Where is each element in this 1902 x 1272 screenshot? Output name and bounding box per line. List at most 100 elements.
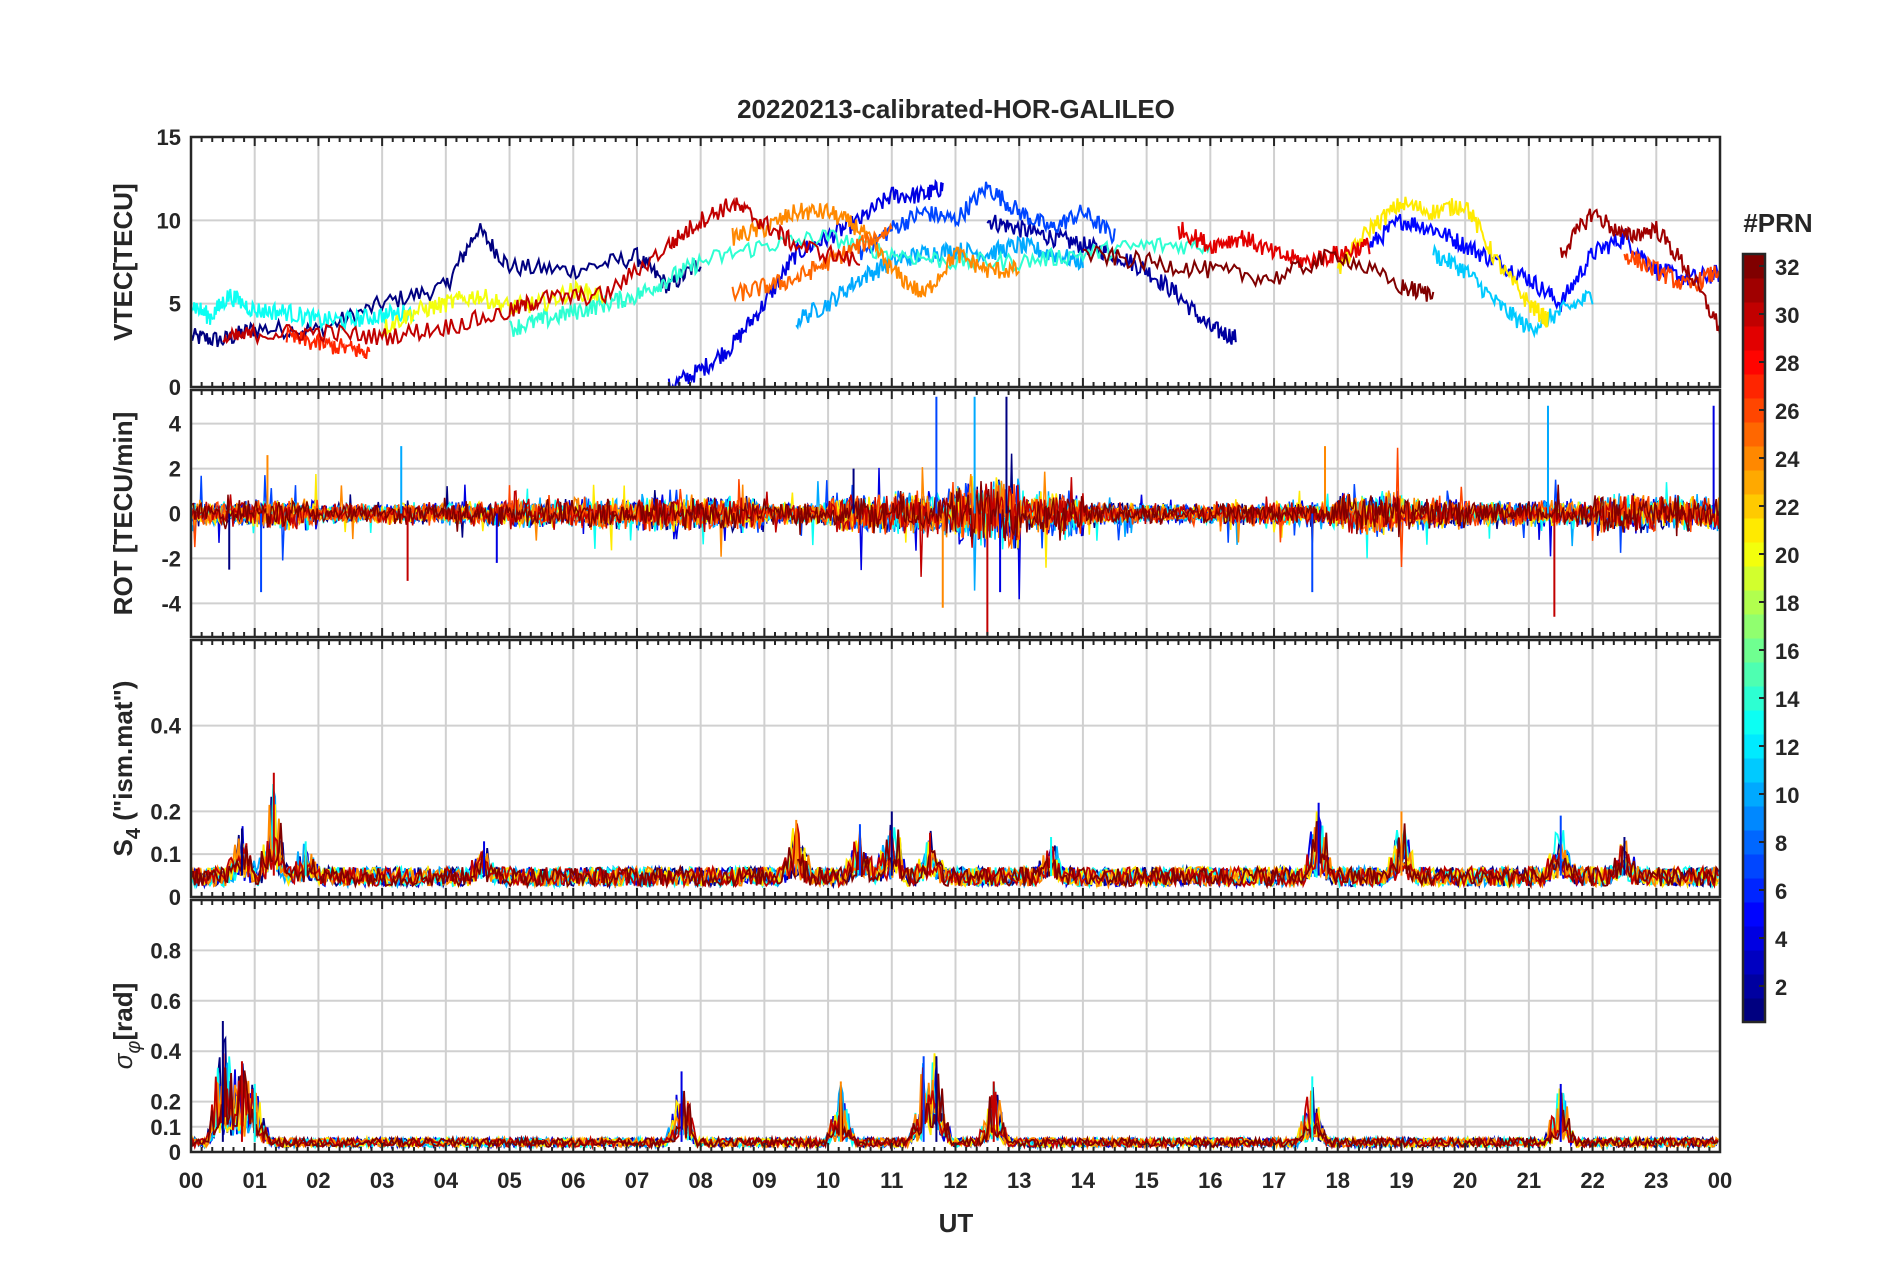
x-tick-label: 00 <box>1708 1168 1732 1193</box>
x-tick-label: 17 <box>1262 1168 1286 1193</box>
colorbar-swatch <box>1743 806 1765 831</box>
series-line-prn-11 <box>1432 243 1594 339</box>
colorbar-swatch <box>1743 998 1765 1023</box>
x-tick-label: 05 <box>497 1168 521 1193</box>
x-tick-label: 02 <box>306 1168 330 1193</box>
series-line-prn-26 <box>1623 250 1720 293</box>
colorbar-label: #PRN <box>1743 208 1812 238</box>
y-axis-label: S4 ("ism.mat") <box>108 681 145 857</box>
x-tick-label: 01 <box>242 1168 266 1193</box>
colorbar-swatch <box>1743 350 1765 375</box>
series-line-prn-29 <box>1177 221 1371 270</box>
y-tick-label: 15 <box>157 125 181 150</box>
colorbar-swatch <box>1743 758 1765 783</box>
colorbar-swatch <box>1743 326 1765 351</box>
y-tick-label: 0.1 <box>150 1115 181 1140</box>
y-axis-label: ROT [TECU/min] <box>108 412 138 616</box>
x-tick-label: 11 <box>880 1168 903 1193</box>
y-tick-label: 5 <box>169 292 181 317</box>
y-tick-label: 0 <box>169 1140 181 1165</box>
y-tick-label: -2 <box>161 546 181 571</box>
colorbar-tick-label: 32 <box>1775 255 1799 280</box>
x-tick-label: 04 <box>434 1168 459 1193</box>
x-tick-label: 10 <box>816 1168 840 1193</box>
x-tick-label: 12 <box>943 1168 967 1193</box>
x-tick-labels: 00 01 02 03 04 05 06 07 08 09 10 11 12 13 14 15 16 17 18 19… <box>179 1168 1732 1193</box>
panel-frame <box>189 388 1722 639</box>
y-tick-label: 0.4 <box>150 714 181 739</box>
x-tick-label: 19 <box>1389 1168 1413 1193</box>
colorbar-tick-label: 12 <box>1775 735 1799 760</box>
colorbar-tick-label: 26 <box>1775 399 1799 424</box>
x-tick-label: 14 <box>1071 1168 1096 1193</box>
y-tick-label: 10 <box>157 208 181 233</box>
colorbar-tick-label: 28 <box>1775 351 1799 376</box>
colorbar-swatch <box>1743 926 1765 951</box>
colorbar-swatch <box>1743 734 1765 759</box>
panel-sigma: 00.10.2 0.4 0.6 0.8σφ[rad] <box>108 898 1722 1165</box>
series-line-prn-31 <box>1559 208 1720 335</box>
colorbar-swatch <box>1743 470 1765 495</box>
series-line-prn-14 <box>508 229 1212 337</box>
x-tick-label: 18 <box>1326 1168 1350 1193</box>
x-tick-label: 07 <box>625 1168 649 1193</box>
colorbar-swatch <box>1743 662 1765 687</box>
colorbar-swatch <box>1743 710 1765 735</box>
x-tick-label: 20 <box>1453 1168 1477 1193</box>
colorbar-swatch <box>1743 374 1765 399</box>
series-group <box>191 178 1720 387</box>
colorbar-swatch <box>1743 566 1765 591</box>
y-axis-label: VTEC[TECU] <box>108 183 138 340</box>
series-line-prn-13 <box>191 288 415 332</box>
y-tick-label: 0 <box>169 502 181 527</box>
colorbar-swatch <box>1743 494 1765 519</box>
colorbar-tick-label: 10 <box>1775 783 1799 808</box>
y-tick-label: 0.4 <box>150 1039 181 1064</box>
y-tick-label: 0 <box>169 885 181 910</box>
series-line-prn-24 <box>191 1074 1719 1151</box>
colorbar-swatch <box>1743 830 1765 855</box>
colorbar-swatch <box>1743 950 1765 975</box>
colorbar-swatch <box>1743 254 1765 279</box>
panel-frame <box>189 638 1722 899</box>
colorbar-swatch <box>1743 686 1765 711</box>
colorbar-swatch <box>1743 590 1765 615</box>
x-tick-label: 22 <box>1580 1168 1604 1193</box>
panel-s4: 0 0.1 0.2 0.4S4 ("ism.mat") <box>108 638 1722 910</box>
series-group <box>191 772 1719 890</box>
colorbar-tick-label: 20 <box>1775 543 1799 568</box>
colorbar-swatch <box>1743 614 1765 639</box>
series-line-prn-10 <box>795 235 1084 331</box>
x-tick-label: 08 <box>688 1168 712 1193</box>
series-group <box>191 396 1720 635</box>
colorbar-tick-label: 4 <box>1775 927 1788 952</box>
y-tick-label: 4 <box>169 412 182 437</box>
colorbar-swatch <box>1743 782 1765 807</box>
colorbar-tick-label: 16 <box>1775 639 1799 664</box>
colorbar-swatch <box>1743 422 1765 447</box>
y-tick-label: 0.2 <box>150 799 181 824</box>
y-tick-label: 0.2 <box>150 1090 181 1115</box>
series-line-prn-25 <box>731 222 893 303</box>
series-line-prn-32 <box>191 481 1720 543</box>
x-tick-label: 03 <box>370 1168 394 1193</box>
colorbar-tick-label: 2 <box>1775 975 1787 1000</box>
x-tick-label: 13 <box>1007 1168 1031 1193</box>
y-tick-label: 2 <box>169 457 181 482</box>
colorbar-tick-label: 8 <box>1775 831 1787 856</box>
x-tick-label: 21 <box>1517 1168 1541 1193</box>
chart-title: 20220213-calibrated-HOR-GALILEO <box>737 94 1175 124</box>
y-tick-label: 0.6 <box>150 989 181 1014</box>
y-tick-label: -4 <box>161 591 181 616</box>
panel-rot: -4 -2 0 2 4 ROT [TECU/min] <box>108 388 1722 639</box>
series-line-prn-32 <box>191 821 1719 890</box>
colorbar-tick-label: 24 <box>1775 447 1800 472</box>
x-tick-label: 09 <box>752 1168 776 1193</box>
colorbar-swatch <box>1743 638 1765 663</box>
y-tick-label: 0.8 <box>150 938 181 963</box>
colorbar-swatch <box>1743 542 1765 567</box>
colorbar-swatch <box>1743 278 1765 303</box>
colorbar-tick-label: 14 <box>1775 687 1800 712</box>
